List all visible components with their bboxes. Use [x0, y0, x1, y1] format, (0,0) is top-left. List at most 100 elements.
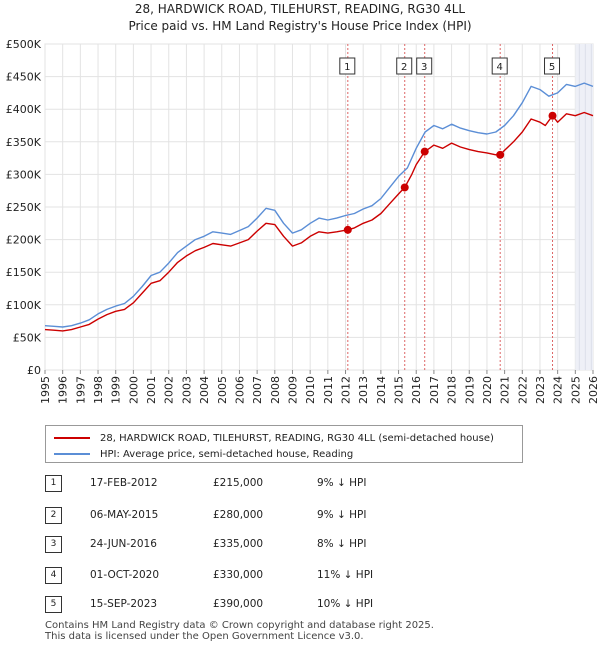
- sale-price: £280,000: [213, 509, 264, 521]
- sale-number: 1: [45, 475, 62, 492]
- sale-hpi-diff: 11% ↓ HPI: [317, 569, 374, 581]
- sale-number: 4: [45, 567, 62, 584]
- sale-date: 01-OCT-2020: [90, 569, 159, 581]
- x-tick-label: 2011: [322, 376, 335, 404]
- sale-point: [548, 111, 557, 120]
- x-tick-label: 2002: [163, 376, 176, 404]
- x-tick-label: 1995: [39, 376, 52, 404]
- x-tick-label: 1998: [92, 376, 105, 404]
- y-tick-label: £450K: [6, 71, 42, 84]
- sale-hpi-diff: 8% ↓ HPI: [317, 538, 367, 550]
- sale-number-label: 4: [497, 62, 503, 73]
- y-axis-ticks: £0 £50K £100K £150K £200K £250K £300K £350K £400…: [6, 38, 42, 377]
- x-tick-label: 2016: [410, 376, 423, 404]
- table-row: 2 06-MAY-2015 £280,000 9% ↓ HPI: [45, 507, 465, 525]
- sale-price: £215,000: [213, 477, 264, 489]
- y-tick-label: £250K: [6, 201, 42, 214]
- sale-number-label: 5: [549, 62, 555, 73]
- x-tick-label: 2000: [127, 376, 140, 404]
- legend-item-hpi: HPI: Average price, semi-detached house,…: [54, 446, 353, 462]
- x-tick-label: 2012: [340, 376, 353, 404]
- y-tick-label: £350K: [6, 136, 42, 149]
- sale-point: [400, 183, 409, 192]
- legend-item-property: 28, HARDWICK ROAD, TILEHURST, READING, R…: [54, 430, 494, 446]
- legend-swatch-hpi: [54, 453, 90, 455]
- sale-points: [343, 111, 557, 234]
- x-tick-label: 2013: [357, 376, 370, 404]
- x-tick-label: 1999: [110, 376, 123, 404]
- sale-date: 06-MAY-2015: [90, 509, 159, 521]
- x-tick-label: 2008: [269, 376, 282, 404]
- x-axis-ticks: 1995 1996 1997 1998 1999 2000 2001 2002 2003 2004…: [39, 370, 600, 404]
- x-tick-label: 2014: [375, 376, 388, 404]
- sale-number: 5: [45, 596, 62, 613]
- sale-number-box: [339, 57, 356, 75]
- sale-number-box: [396, 57, 413, 75]
- sale-number-label: 2: [401, 62, 407, 73]
- sale-price: £390,000: [213, 598, 264, 610]
- sale-date: 15-SEP-2023: [90, 598, 158, 610]
- x-tick-label: 2004: [198, 376, 211, 404]
- x-tick-label: 1997: [74, 376, 87, 404]
- x-tick-label: 2022: [516, 376, 529, 404]
- x-tick-label: 2009: [286, 376, 299, 404]
- x-tick-label: 2025: [569, 376, 582, 404]
- property-series-line: [44, 111, 594, 332]
- sale-hpi-diff: 9% ↓ HPI: [317, 509, 367, 521]
- x-tick-label: 2021: [499, 376, 512, 404]
- sale-number: 2: [45, 507, 62, 524]
- series-lines: [44, 82, 594, 332]
- future-shading: [575, 44, 593, 370]
- sale-number-box: [416, 57, 433, 75]
- y-tick-label: £50K: [13, 331, 42, 344]
- sale-number-box: [491, 57, 508, 75]
- x-tick-label: 2015: [393, 376, 406, 404]
- sale-number-label: 1: [344, 62, 350, 73]
- y-tick-label: £150K: [6, 266, 42, 279]
- sale-number: 3: [45, 536, 62, 553]
- x-tick-label: 2001: [145, 376, 158, 404]
- table-row: 5 15-SEP-2023 £390,000 10% ↓ HPI: [45, 596, 465, 614]
- future-period-band: [575, 44, 593, 370]
- y-tick-label: £100K: [6, 299, 42, 312]
- x-tick-label: 2010: [304, 376, 317, 404]
- sale-hpi-diff: 9% ↓ HPI: [317, 477, 367, 489]
- y-tick-label: £500K: [6, 38, 42, 51]
- x-tick-label: 2005: [216, 376, 229, 404]
- sale-price: £335,000: [213, 538, 264, 550]
- x-tick-label: 2018: [446, 376, 459, 404]
- chart-title-line2: Price paid vs. HM Land Registry's House …: [128, 19, 471, 33]
- chart-title-line1: 28, HARDWICK ROAD, TILEHURST, READING, R…: [135, 2, 466, 16]
- sale-hpi-diff: 10% ↓ HPI: [317, 598, 374, 610]
- table-row: 3 24-JUN-2016 £335,000 8% ↓ HPI: [45, 536, 465, 554]
- y-tick-label: £400K: [6, 103, 42, 116]
- table-row: 1 17-FEB-2012 £215,000 9% ↓ HPI: [45, 475, 465, 493]
- x-tick-label: 2007: [251, 376, 264, 404]
- sale-date: 24-JUN-2016: [90, 538, 157, 550]
- legend-label-hpi: HPI: Average price, semi-detached house,…: [100, 448, 354, 460]
- sale-point: [343, 225, 352, 234]
- x-tick-label: 2023: [534, 376, 547, 404]
- x-tick-label: 2026: [587, 376, 600, 404]
- sale-number-boxes: 1 2 3 4 5: [339, 57, 561, 75]
- y-tick-label: £0: [27, 364, 41, 377]
- price-chart: 28, HARDWICK ROAD, TILEHURST, READING, R…: [6, 2, 600, 404]
- hpi-series-line: [44, 82, 594, 328]
- x-tick-label: 1996: [57, 376, 70, 404]
- footer: Contains HM Land Registry data © Crown c…: [45, 620, 434, 642]
- legend: 28, HARDWICK ROAD, TILEHURST, READING, R…: [45, 425, 523, 463]
- sale-point: [496, 150, 505, 159]
- x-tick-label: 2006: [233, 376, 246, 404]
- x-tick-label: 2024: [552, 376, 565, 404]
- legend-label-property: 28, HARDWICK ROAD, TILEHURST, READING, R…: [100, 432, 494, 444]
- sale-number-box: [544, 57, 561, 75]
- legend-swatch-property: [54, 437, 90, 439]
- x-tick-label: 2003: [180, 376, 193, 404]
- x-tick-label: 2017: [428, 376, 441, 404]
- sale-number-label: 3: [421, 62, 427, 73]
- x-tick-label: 2019: [463, 376, 476, 404]
- table-row: 4 01-OCT-2020 £330,000 11% ↓ HPI: [45, 567, 465, 585]
- sale-date: 17-FEB-2012: [90, 477, 158, 489]
- sale-point: [420, 147, 429, 156]
- footer-copyright: Contains HM Land Registry data © Crown c…: [45, 620, 434, 631]
